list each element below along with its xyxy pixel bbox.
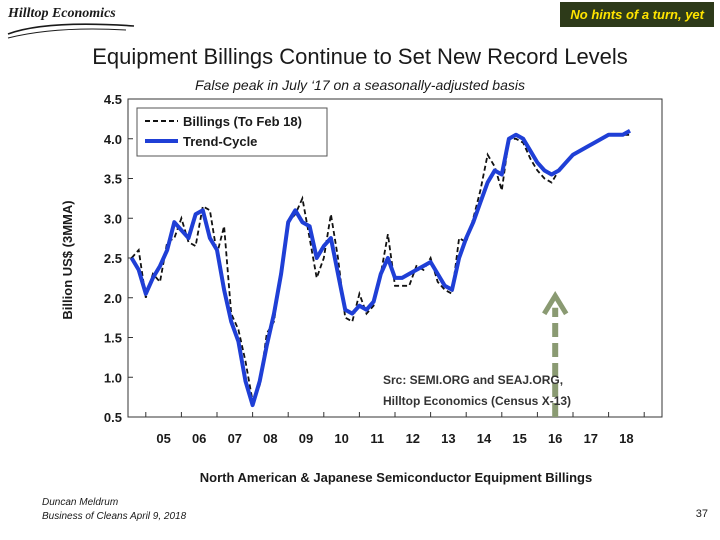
logo-text: Hilltop Economics (8, 6, 116, 21)
legend-billings-label: Billings (To Feb 18) (183, 114, 302, 129)
slide-title: Equipment Billings Continue to Set New R… (92, 44, 628, 69)
x-tick-label: 16 (548, 431, 562, 446)
y-tick-label: 0.5 (104, 410, 122, 425)
x-tick-label: 14 (477, 431, 492, 446)
y-tick-label: 4.0 (104, 132, 122, 147)
footer-author: Duncan Meldrum (42, 497, 119, 508)
y-tick-label: 1.0 (104, 370, 122, 385)
footer-event: Business of Cleans April 9, 2018 (42, 511, 187, 522)
y-tick-label: 3.5 (104, 172, 122, 187)
y-tick-label: 3.0 (104, 211, 122, 226)
source-annotation-line2: Hilltop Economics (Census X-13) (383, 394, 571, 408)
x-tick-label: 13 (441, 431, 455, 446)
x-axis-label: North American & Japanese Semiconductor … (200, 470, 592, 485)
y-axis-label: Billion US$ (3MMA) (60, 200, 75, 319)
x-tick-label: 12 (406, 431, 420, 446)
arrow-head (542, 291, 569, 316)
legend: Billings (To Feb 18) Trend-Cycle (136, 107, 328, 157)
x-tick-label: 17 (584, 431, 598, 446)
source-annotation-line1: Src: SEMI.ORG and SEAJ.ORG, (383, 373, 563, 387)
x-tick-label: 10 (334, 431, 348, 446)
logo-swoosh-icon (7, 23, 135, 39)
y-tick-label: 1.5 (104, 331, 122, 346)
x-tick-label: 09 (299, 431, 313, 446)
x-tick-label: 15 (512, 431, 526, 446)
logo: Hilltop Economics (6, 4, 136, 40)
legend-trend-label: Trend-Cycle (183, 134, 257, 149)
y-tick-label: 2.5 (104, 251, 122, 266)
trend-series-line (129, 129, 631, 408)
page-number: 37 (695, 508, 708, 520)
x-axis: 05 06 07 08 09 10 11 12 13 14 15 16 17 18 (145, 412, 645, 446)
x-tick-label: 11 (370, 431, 384, 446)
slide-subtitle: False peak in July ‘17 on a seasonally-a… (195, 77, 525, 93)
x-tick-label: 05 (156, 431, 170, 446)
y-tick-label: 2.0 (104, 291, 122, 306)
x-tick-label: 08 (263, 431, 277, 446)
y-axis: 0.5 1.0 1.5 2.0 2.5 3.0 3.5 4.0 4.5 (104, 92, 133, 425)
x-tick-label: 18 (619, 431, 633, 446)
x-tick-label: 06 (192, 431, 206, 446)
tagline-badge: No hints of a turn, yet (560, 2, 714, 27)
y-tick-label: 4.5 (104, 92, 122, 107)
footer: Duncan Meldrum Business of Cleans April … (42, 496, 186, 524)
arrow-marker (542, 291, 569, 417)
x-tick-label: 07 (228, 431, 242, 446)
